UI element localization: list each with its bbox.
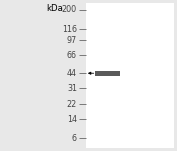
Text: 44: 44 xyxy=(67,69,77,78)
Text: 14: 14 xyxy=(67,115,77,124)
Bar xyxy=(95,71,120,76)
Text: 22: 22 xyxy=(67,100,77,109)
Text: 6: 6 xyxy=(72,134,77,143)
Text: 116: 116 xyxy=(62,25,77,34)
Text: 97: 97 xyxy=(67,35,77,45)
Text: 31: 31 xyxy=(67,84,77,93)
Text: 200: 200 xyxy=(62,5,77,14)
Text: kDa: kDa xyxy=(46,4,63,13)
Bar xyxy=(86,3,174,148)
Text: 66: 66 xyxy=(67,51,77,60)
